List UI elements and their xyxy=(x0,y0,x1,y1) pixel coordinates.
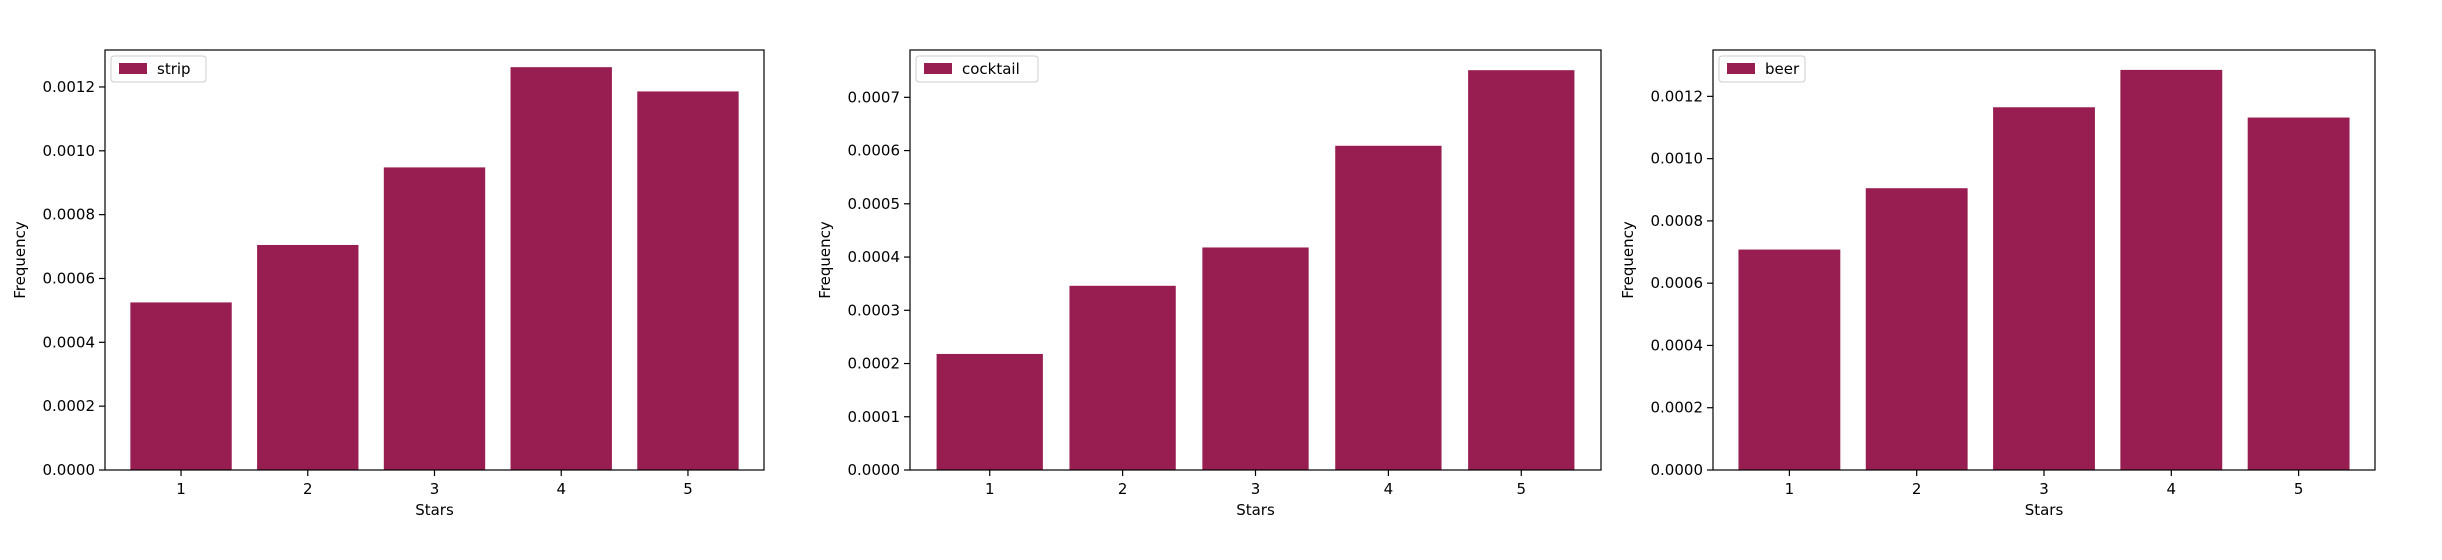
axes-frame xyxy=(104,49,765,471)
bar xyxy=(1993,107,2095,470)
y-tick-label: 0.0005 xyxy=(848,195,901,213)
x-axis-label: Stars xyxy=(1236,501,1275,519)
x-tick-label: 4 xyxy=(2167,480,2177,498)
bar xyxy=(1865,188,1968,470)
y-tick-label: 0.0000 xyxy=(1651,461,1704,479)
y-axis-label: Frequency xyxy=(11,221,29,299)
legend-label: strip xyxy=(157,60,191,78)
bar xyxy=(1202,247,1309,470)
x-tick-label: 3 xyxy=(430,480,440,498)
bar xyxy=(510,67,612,471)
legend-swatch xyxy=(119,63,147,74)
chart-panel-2: 0.0000 0.0001 0.0002 0.0003 0.0004 0.0005 0.00… xyxy=(816,49,1602,519)
y-tick-label: 0.0002 xyxy=(848,355,901,373)
bar xyxy=(936,353,1043,470)
chart-panel-3: 0.0000 0.0002 0.0004 0.0006 0.0008 0.0010 0.00… xyxy=(1619,49,2376,519)
y-tick-label: 0.0012 xyxy=(43,78,96,96)
bar xyxy=(2120,69,2223,471)
x-tick-label: 3 xyxy=(2039,480,2049,498)
y-tick-label: 0.0001 xyxy=(848,408,901,426)
bar xyxy=(1069,285,1176,470)
legend-swatch xyxy=(1727,63,1755,74)
legend-label: beer xyxy=(1765,60,1800,78)
x-axis-label: Stars xyxy=(415,501,454,519)
x-tick-label: 5 xyxy=(683,480,693,498)
y-tick-label: 0.0008 xyxy=(1651,212,1704,230)
y-tick-label: 0.0000 xyxy=(848,461,901,479)
bar xyxy=(1738,249,1841,470)
legend-box xyxy=(110,55,207,83)
x-tick-label: 4 xyxy=(1384,480,1394,498)
axes-frame xyxy=(909,49,1602,471)
y-tick-label: 0.0012 xyxy=(1651,87,1704,105)
chart-panel-1: 0.0000 0.0002 0.0004 0.0006 0.0008 0.0010 0.00… xyxy=(11,49,765,519)
legend-label: cocktail xyxy=(962,60,1020,78)
y-tick-label: 0.0002 xyxy=(1651,399,1704,417)
y-tick-label: 0.0006 xyxy=(1651,274,1704,292)
y-axis-label: Frequency xyxy=(816,221,834,299)
legend: beer xyxy=(1718,55,1806,83)
bar xyxy=(257,244,359,470)
legend: strip xyxy=(110,55,207,83)
x-tick-label: 3 xyxy=(1251,480,1261,498)
y-tick-label: 0.0004 xyxy=(1651,336,1704,354)
x-tick-label: 2 xyxy=(1118,480,1128,498)
bar xyxy=(1468,70,1575,471)
x-tick-label: 4 xyxy=(556,480,566,498)
y-tick-label: 0.0004 xyxy=(43,333,96,351)
x-tick-label: 5 xyxy=(1516,480,1526,498)
y-tick-label: 0.0000 xyxy=(43,461,96,479)
bar xyxy=(130,302,232,470)
axes-frame xyxy=(1712,49,2376,471)
bar xyxy=(383,167,486,470)
bar xyxy=(2247,117,2350,470)
y-tick-label: 0.0006 xyxy=(848,142,901,160)
bar xyxy=(1335,145,1442,470)
y-tick-label: 0.0006 xyxy=(43,269,96,287)
legend-box xyxy=(915,55,1039,83)
legend-box xyxy=(1718,55,1806,83)
legend-swatch xyxy=(924,63,952,74)
y-tick-label: 0.0010 xyxy=(43,142,96,160)
y-tick-label: 0.0003 xyxy=(848,301,901,319)
x-tick-label: 2 xyxy=(303,480,313,498)
x-tick-label: 1 xyxy=(985,480,995,498)
x-tick-label: 1 xyxy=(176,480,186,498)
x-tick-label: 5 xyxy=(2294,480,2304,498)
y-tick-label: 0.0004 xyxy=(848,248,901,266)
y-tick-label: 0.0008 xyxy=(43,206,96,224)
y-axis-label: Frequency xyxy=(1619,221,1637,299)
y-tick-label: 0.0007 xyxy=(848,88,901,106)
x-axis-label: Stars xyxy=(2025,501,2064,519)
legend: cocktail xyxy=(915,55,1039,83)
x-tick-label: 2 xyxy=(1912,480,1922,498)
y-tick-label: 0.0002 xyxy=(43,397,96,415)
x-tick-label: 1 xyxy=(1785,480,1795,498)
y-tick-label: 0.0010 xyxy=(1651,150,1704,168)
bar xyxy=(637,91,739,471)
